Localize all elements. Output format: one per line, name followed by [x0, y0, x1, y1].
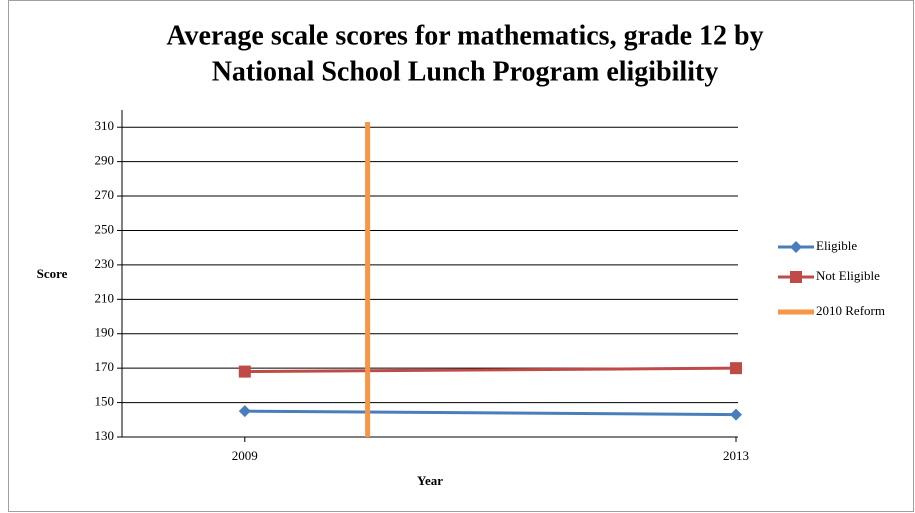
- y-tick-label: 170: [95, 359, 115, 374]
- x-tick-label: 2009: [232, 448, 258, 463]
- y-axis-title: Score: [37, 266, 68, 281]
- y-tick-label: 250: [95, 221, 115, 236]
- y-tick-label: 290: [95, 153, 115, 168]
- x-axis-title: Year: [417, 473, 443, 488]
- y-tick-label: 270: [95, 187, 115, 202]
- legend-label: 2010 Reform: [816, 303, 885, 318]
- legend-label: Not Eligible: [816, 268, 880, 283]
- legend-marker: [790, 241, 802, 253]
- y-tick-label: 210: [95, 290, 115, 305]
- chart-title: Average scale scores for mathematics, gr…: [166, 20, 763, 51]
- data-point: [238, 365, 251, 378]
- y-tick-label: 310: [95, 118, 115, 133]
- y-tick-label: 230: [95, 256, 115, 271]
- series-line: [244, 409, 737, 417]
- data-point: [238, 405, 251, 418]
- chart-frame: [8, 0, 914, 512]
- chart-title: National School Lunch Program eligibilit…: [212, 56, 719, 87]
- x-tick-label: 2013: [723, 448, 749, 463]
- legend-label: Eligible: [816, 238, 857, 253]
- y-tick-label: 150: [95, 394, 115, 409]
- y-tick-label: 130: [95, 428, 115, 443]
- data-point: [730, 408, 742, 421]
- series-line: [244, 366, 737, 374]
- legend-marker: [790, 271, 802, 283]
- y-tick-label: 190: [95, 325, 115, 340]
- data-point: [730, 362, 742, 375]
